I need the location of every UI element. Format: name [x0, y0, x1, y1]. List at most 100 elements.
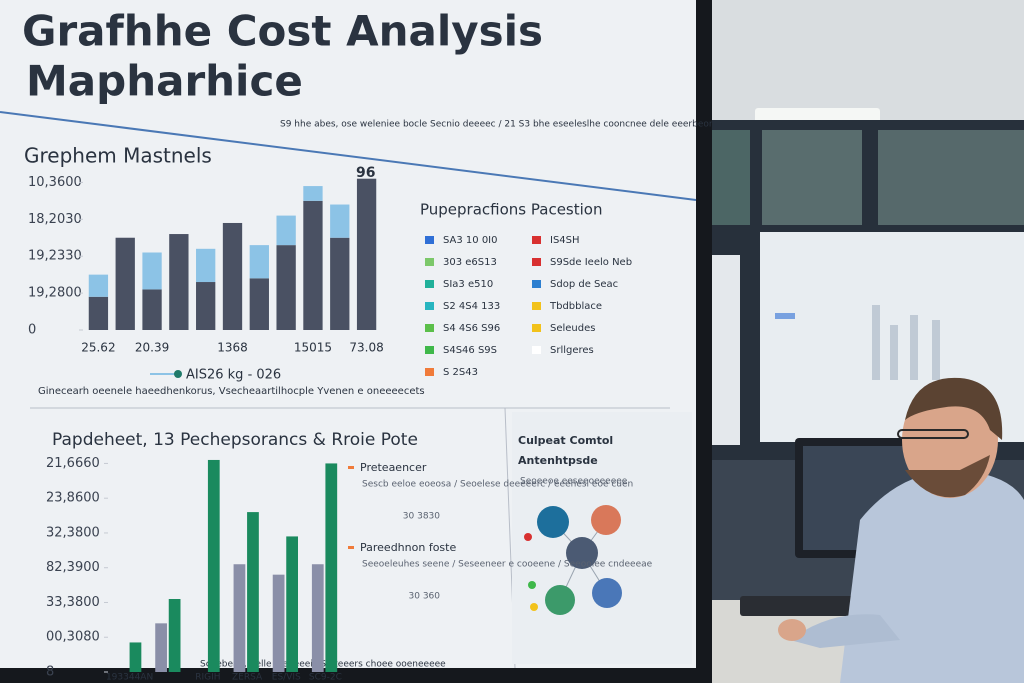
- bar: [272, 574, 285, 672]
- y-tick-label: 18,2030: [28, 212, 82, 227]
- window: [762, 130, 862, 225]
- legend-text: AIS26 kg - 026: [186, 368, 281, 383]
- bar-segment: [169, 234, 189, 330]
- bar-segment: [330, 204, 350, 238]
- person-glasses: [897, 429, 969, 439]
- note-heading: Pareedhnon foste: [360, 541, 456, 554]
- legend-label: SA3 10 0I0: [443, 235, 498, 246]
- note-body: Seeoeleuhes seene / Seseeneer e cooeene …: [362, 560, 653, 570]
- legend-swatch: [532, 324, 541, 332]
- bar-segment: [142, 252, 162, 290]
- y-tick-label: 82,3900: [46, 560, 100, 575]
- bar-segment: [196, 248, 216, 283]
- legend-swatch: [425, 346, 434, 354]
- back-screen-bars: [775, 305, 940, 380]
- legend-swatch: [532, 236, 541, 244]
- bubble-diagram: [524, 505, 622, 615]
- legend-label: Tbdbblace: [549, 301, 602, 312]
- legend-list: SA3 10 0I0 303 e6S13 SIa3 e510 S2 4S4 133 S4…: [425, 235, 632, 378]
- y-tick-label: 32,3800: [46, 525, 100, 540]
- bar-segment: [249, 245, 269, 279]
- x-tick-label: RIGIH: [195, 673, 220, 683]
- legend-label: 303 e6S13: [443, 257, 497, 268]
- legend-swatch: [532, 280, 541, 288]
- legend-swatch: [425, 368, 434, 376]
- legend-label: S 2S43: [443, 367, 478, 378]
- legend-marker: [174, 370, 182, 378]
- y-tick-label: 00,3080: [46, 630, 100, 645]
- panel-title: Pupepracfions Pacestion: [420, 201, 602, 219]
- bar: [311, 564, 324, 672]
- legend-label: Sdop de Seac: [550, 279, 618, 290]
- person-arm: [790, 614, 900, 648]
- legend-swatch: [425, 302, 434, 310]
- note-marker: [348, 546, 354, 549]
- legend-label: IS4SH: [550, 235, 580, 246]
- legend-swatch: [425, 324, 434, 332]
- y-tick-label: 21,6660: [46, 456, 100, 471]
- bar-segment: [222, 222, 243, 330]
- bar-segment: [356, 178, 377, 330]
- bar: [155, 623, 167, 672]
- bar-segment: [142, 289, 162, 330]
- keyboard: [740, 596, 860, 616]
- bar: [207, 459, 220, 672]
- y-tick-label: 8: [46, 665, 54, 680]
- legend-label: S4 4S6 S96: [443, 323, 500, 334]
- x-tick-label: 15015: [294, 341, 332, 355]
- panel-title: Culpeat Comtol: [518, 434, 613, 447]
- legend-label: S2 4S4 133: [443, 301, 500, 312]
- legend-swatch: [532, 346, 541, 354]
- legend-swatch: [425, 236, 434, 244]
- note-body: Sescb eeloe eoeosa / Seoelese deeeeerc /…: [362, 480, 633, 490]
- bar-segment: [276, 215, 296, 246]
- annotation: 96: [356, 165, 375, 181]
- legend-label: Seleudes: [550, 323, 595, 334]
- legend-swatch: [425, 280, 434, 288]
- subtitle: S9 hhe abes, ose weleniee bocle Secnio d…: [280, 120, 713, 130]
- person-hair: [905, 377, 1003, 440]
- bar-segment: [276, 245, 296, 330]
- y-tick-label: 33,3800: [46, 595, 100, 610]
- chart-title: Grephem Mastnels: [24, 144, 212, 168]
- panel-subtitle: Antenhtpsde: [518, 454, 598, 467]
- y-tick-label: 0: [28, 323, 36, 338]
- header-rule: [0, 111, 697, 201]
- bar-segment: [249, 278, 269, 330]
- chart-title: Papdeheet, 13 Pechepsorancs & Rroie Pote: [52, 430, 418, 450]
- bar: [325, 463, 338, 672]
- bar: [168, 599, 181, 672]
- bar-segment: [115, 237, 135, 330]
- bar: [129, 642, 142, 672]
- bar: [286, 536, 298, 672]
- x-tick-label: SC9-2C: [309, 673, 342, 683]
- person-hand: [778, 619, 806, 641]
- bar-segment: [88, 274, 109, 297]
- legend-label: S9Sde Ieelo Neb: [550, 257, 632, 268]
- person-beard: [905, 455, 990, 498]
- window: [878, 130, 1024, 225]
- y-tick-label: 19,2800: [28, 286, 82, 301]
- legend-label: Srllgeres: [550, 345, 594, 356]
- legend-swatch: [532, 258, 541, 266]
- note-value: 30 3830: [403, 512, 440, 522]
- panel-caption: Seoeeoe eeseeoeeeeee: [520, 477, 628, 487]
- note-heading: Preteaencer: [360, 461, 427, 474]
- bar-segment: [330, 237, 350, 330]
- bar-segment: [303, 200, 323, 330]
- bar-segment: [303, 186, 323, 201]
- bar-segment: [88, 296, 109, 330]
- x-tick-label: 1368: [217, 341, 248, 355]
- y-tick-label: 19,2330: [28, 249, 82, 264]
- x-tick-label: 20.39: [135, 341, 169, 355]
- x-tick-label: ES/VIS: [272, 673, 301, 683]
- bar-segment: [196, 282, 216, 330]
- y-tick-label: 10,3600: [28, 175, 82, 190]
- legend-label: S4S46 S9S: [443, 345, 497, 356]
- note-marker: [348, 466, 354, 469]
- legend-swatch: [425, 258, 434, 266]
- footnote: Ginecearh oeenele haeedhenkorus, Vsechea…: [38, 386, 425, 397]
- note-value: 30 360: [409, 592, 441, 602]
